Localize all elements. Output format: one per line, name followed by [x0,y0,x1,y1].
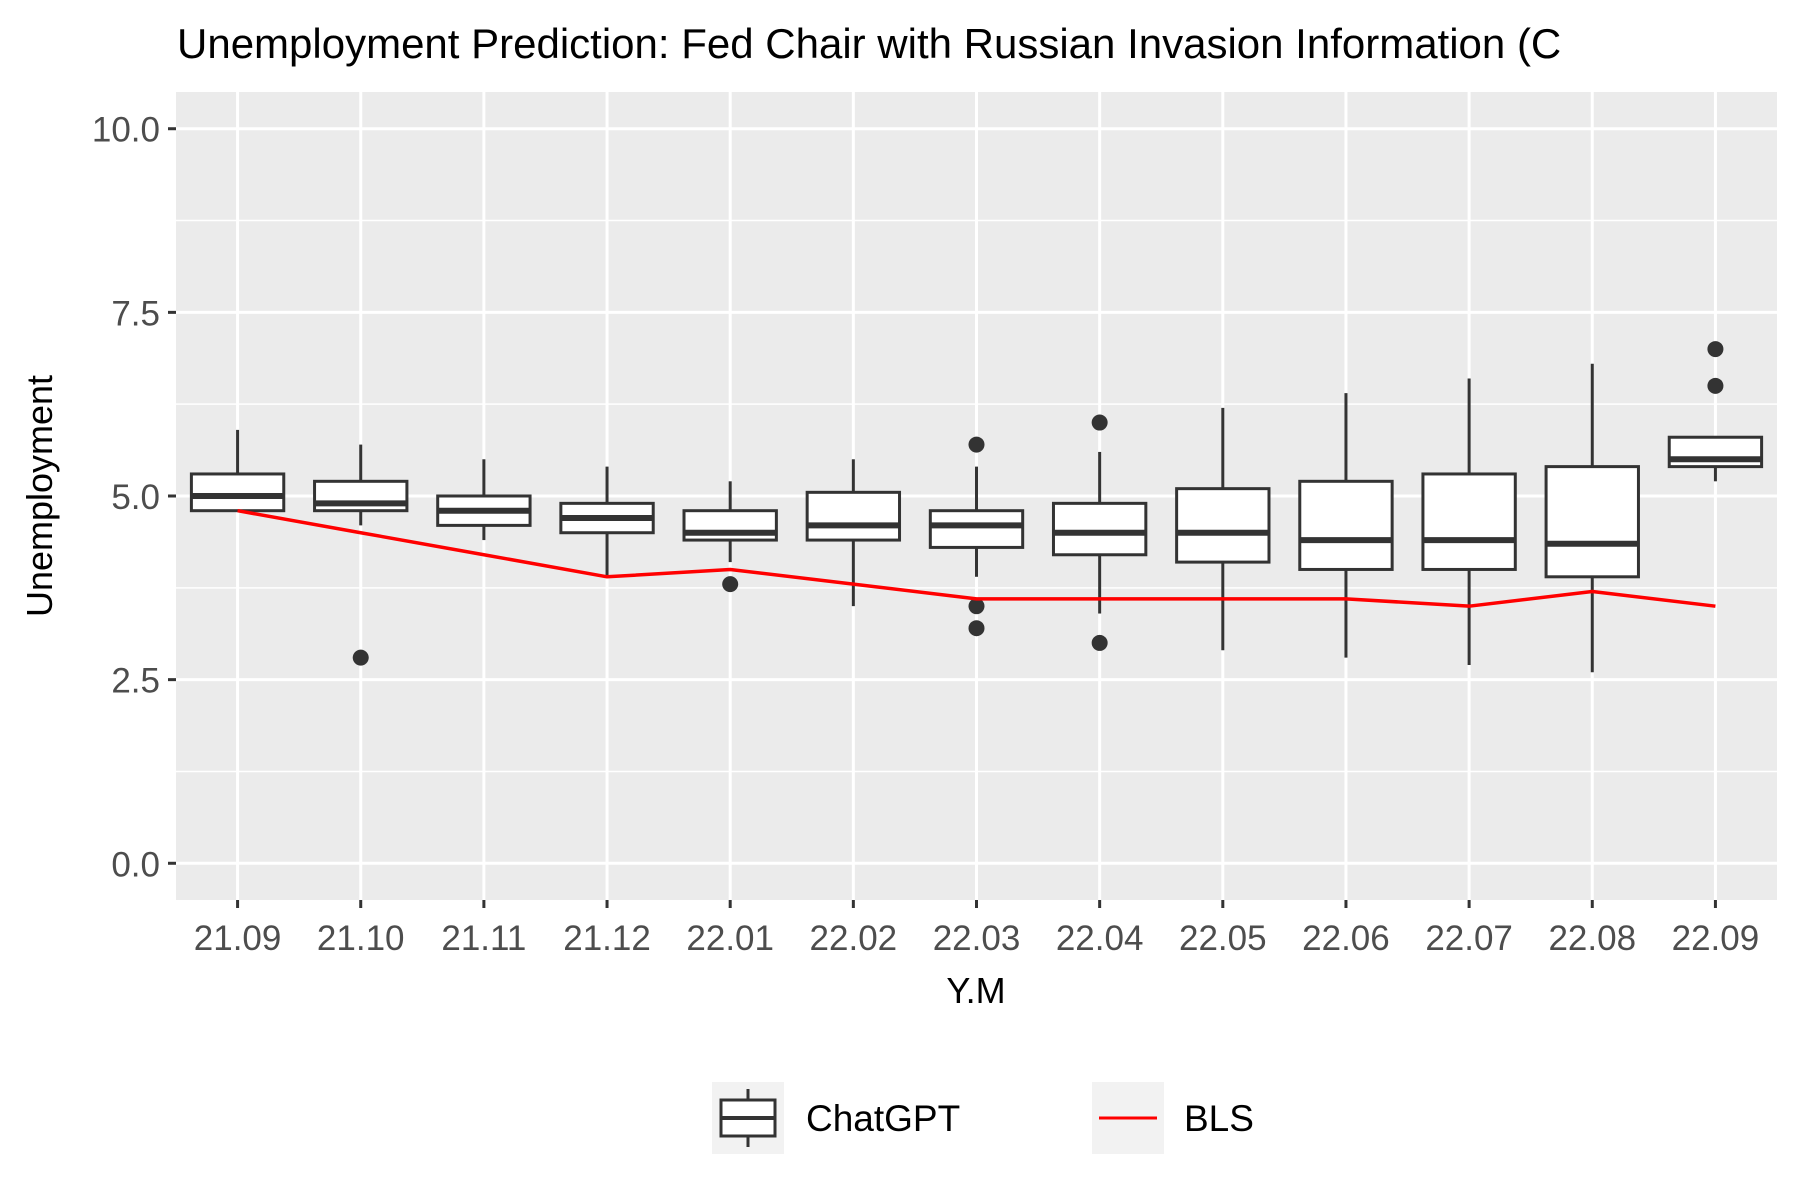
bls-line [237,508,1716,608]
x-tick-label: 21.09 [194,919,282,958]
box-body [1298,479,1394,571]
box-21.09 [189,429,286,513]
y-tick-label: 7.5 [111,294,160,333]
legend-label-chatgpt: ChatGPT [806,1098,960,1139]
x-tick-label: 22.02 [810,919,898,958]
chart-title: Unemployment Prediction: Fed Chair with … [177,20,1561,67]
box-21.10 [313,444,409,666]
box-21.11 [436,459,532,541]
y-tick-label: 5.0 [111,478,160,517]
x-tick-label: 22.07 [1425,919,1513,958]
bls-series [237,508,1716,608]
box-outlier-point [1091,414,1108,431]
box-body [1544,465,1640,579]
box-22.05 [1175,407,1271,651]
x-tick-label: 21.10 [317,919,405,958]
box-body [805,490,902,542]
box-outlier-point [968,598,985,615]
box-body [928,509,1025,549]
y-tick-label: 10.0 [92,111,160,150]
y-axis-title: Unemployment [19,375,60,617]
box-22.06 [1298,393,1394,658]
box-22.08 [1544,363,1640,673]
x-tick-label: 21.11 [441,919,526,958]
x-axis-title: Y.M [946,970,1005,1011]
legend-label-bls: BLS [1184,1098,1254,1139]
y-tick-label: 0.0 [111,845,160,884]
box-22.09 [1667,341,1764,482]
box-body [189,472,286,513]
y-tick-label: 2.5 [111,662,160,701]
box-22.07 [1421,378,1517,665]
x-tick-label: 22.09 [1672,919,1760,958]
box-22.04 [1051,414,1148,651]
x-tick-label: 22.06 [1302,919,1390,958]
box-series [189,341,1764,673]
box-22.01 [682,481,778,593]
box-outlier-point [1707,341,1724,358]
box-outlier-point [968,620,985,637]
box-outlier-point [722,576,739,593]
box-outlier-point [1091,634,1108,651]
x-tick-label: 22.01 [686,919,774,958]
x-tick-label: 22.04 [1056,919,1144,958]
y-axis: 0.0 2.5 5.0 7.5 10.0 [92,111,176,884]
box-22.02 [805,459,902,607]
x-axis: 21.09 21.10 21.11 21.12 22.01 22.02 22.03 22.04… [194,900,1759,958]
x-tick-label: 22.05 [1179,919,1267,958]
box-body [1175,487,1271,564]
box-outlier-point [968,436,985,453]
box-21.12 [559,466,655,577]
box-outlier-point [352,649,369,666]
x-tick-label: 22.03 [933,919,1021,958]
box-body [1421,472,1517,571]
x-tick-label: 21.12 [563,919,651,958]
box-body [1051,501,1148,557]
box-22.03 [928,436,1025,637]
box-outlier-point [1707,377,1724,394]
legend: ChatGPT BLS [712,1082,1254,1154]
x-tick-label: 22.08 [1548,919,1636,958]
